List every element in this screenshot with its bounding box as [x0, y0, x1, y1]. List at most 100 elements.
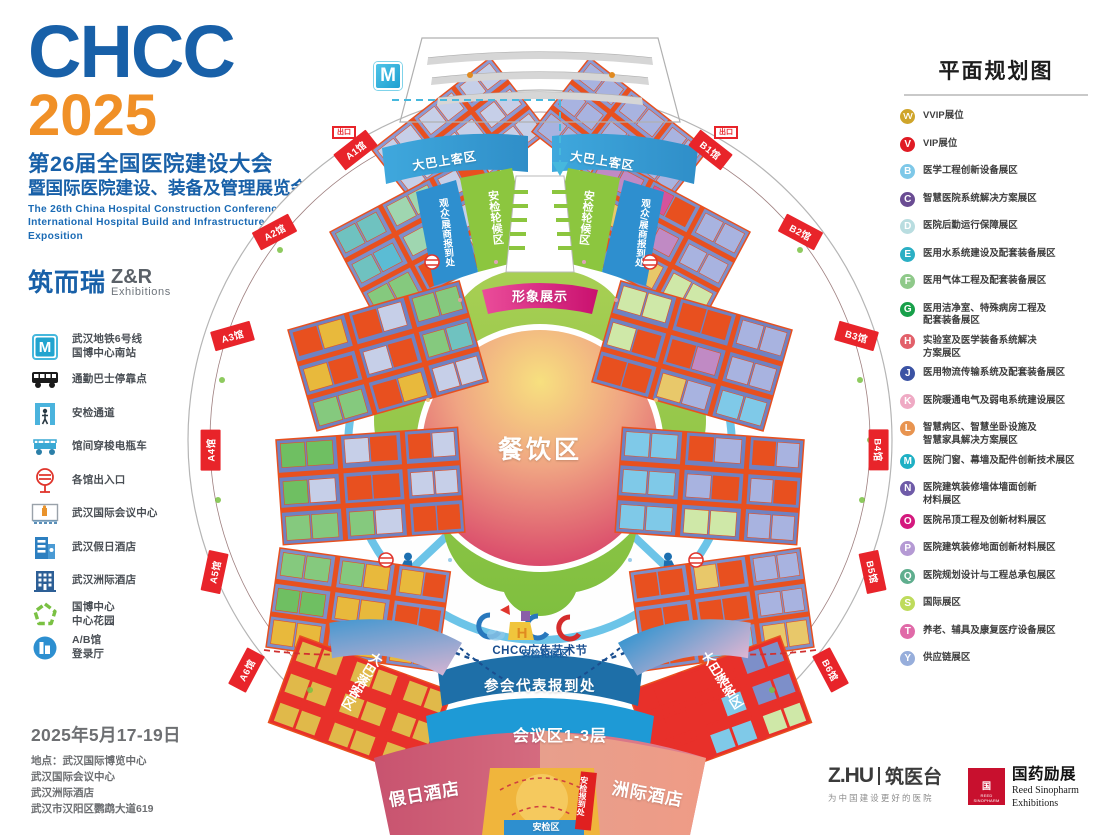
legend-zone-label: 医用气体工程及配套装备展区 [923, 274, 1047, 285]
brand-conference-name-cn: 第26届全国医院建设大会 [28, 152, 273, 177]
legend-zone-label: 医院规划设计与工程总承包展区 [923, 568, 1056, 580]
zr-logo-en: Exhibitions [111, 286, 171, 299]
legend-badge-y: Y [900, 651, 915, 667]
security-gate-icon [28, 399, 62, 429]
legend-badge-q: Q [900, 568, 915, 584]
legend-zone-label: 医用物流传输系统及配套装备展区 [923, 366, 1066, 378]
svg-text:H: H [517, 625, 528, 642]
metro-icon: M [28, 332, 62, 362]
brand-expo-name-en: International Hospital Build and Infrast… [28, 217, 265, 242]
shuttle-cart-icon [28, 432, 62, 462]
image-display-label: 形象展示 [511, 289, 568, 304]
registration-desk-label: 参会代表报到处 [484, 679, 596, 695]
legend-item-registration-hall[interactable]: A/B馆 登录厅 [28, 632, 258, 666]
legend-zone-label: VVIP展位 [923, 109, 964, 120]
legend-badge-n: N [900, 481, 915, 497]
legend-badge-l: L [900, 421, 915, 437]
exit-sign-right: 出口 [714, 126, 738, 140]
registration-hall-icon [28, 633, 62, 663]
plan-legend-item-f[interactable]: F 医用气体工程及配套装备展区 [900, 273, 1092, 295]
event-address: 地点：武汉国际博览中心 武汉国际会议中心 武汉洲际酒店 武汉市汉阳区鹦鹉大道61… [31, 755, 154, 816]
legend-zone-label: 养老、辅具及康复医疗设备展区 [923, 623, 1056, 635]
legend-label: 武汉地铁6号线 国博中心南站 [72, 332, 143, 359]
legend-item-bus[interactable]: 通勤巴士停靠点 [28, 364, 258, 398]
hall-tag-b4[interactable]: B4馆 [868, 429, 889, 471]
reed-mark-sub: REED SINOPHARM [973, 792, 1000, 803]
plan-legend-item-e[interactable]: E 医用水系统建设及配套装备展区 [900, 246, 1092, 268]
reed-mark-icon: 国 REED SINOPHARM [968, 767, 1006, 805]
zhuyitai-logo[interactable]: Z.HU 筑医台 为中国建设更好的医院 [828, 762, 942, 804]
legend-item-garden[interactable]: 国博中心 中心花园 [28, 598, 258, 632]
plan-legend-item-g[interactable]: G 医用洁净室、特殊病房工程及 配套装备展区 [900, 301, 1092, 328]
legend-label: 武汉假日酒店 [72, 540, 137, 553]
plan-legend-item-d[interactable]: D 医院后勤运行保障展区 [900, 218, 1092, 240]
security-zone-label: 安检区 [532, 822, 560, 832]
legend-zone-label: 医院建筑装修地面创新材料展区 [923, 541, 1056, 553]
legend-label: 武汉国际会议中心 [72, 507, 158, 520]
legend-item-entrance[interactable]: 各馆出入口 [28, 464, 258, 498]
legend-zone-label: 医院门窗、幕墙及配件创新技术展区 [923, 453, 1075, 465]
entrance-icon [28, 466, 62, 496]
legend-label: 武汉洲际酒店 [72, 574, 137, 587]
reed-mark-cn: 国 [982, 780, 992, 791]
plan-legend-item-c[interactable]: C 智慧医院系统解决方案展区 [900, 191, 1092, 213]
plan-legend-item-b[interactable]: B 医学工程创新设备展区 [900, 163, 1092, 185]
bus-icon [28, 365, 62, 395]
legend-item-conference-center[interactable]: 武汉国际会议中心 [28, 498, 258, 532]
exit-sign-left: 出口 [332, 126, 356, 140]
hall-tag-a4[interactable]: A4馆 [200, 429, 221, 471]
legend-item-security-gate[interactable]: 安检通道 [28, 397, 258, 431]
legend-badge-h: H [900, 333, 915, 349]
legend-item-metro[interactable]: M 武汉地铁6号线 国博中心南站 [28, 330, 258, 364]
sponsor-logos: Z.HU 筑医台 为中国建设更好的医院 国 REED SINOPHARM 国药励… [828, 762, 1079, 810]
zhuyitai-slogan: 为中国建设更好的医院 [828, 793, 934, 803]
plan-legend-item-h[interactable]: H 实验室及医学装备系统解决 方案展区 [900, 333, 1092, 360]
plan-legend-title: 平面规划图 [938, 60, 1054, 83]
event-info: 2025年5月17-19日 地点：武汉国际博览中心 武汉国际会议中心 武汉洲际酒… [31, 722, 181, 817]
plan-legend-item-m[interactable]: M 医院门窗、幕墙及配件创新技术展区 [900, 453, 1092, 475]
plan-legend-item-j[interactable]: J 医用物流传输系统及配套装备展区 [900, 365, 1092, 387]
legend-badge-f: F [900, 274, 915, 289]
metro-station-badge[interactable]: M [374, 62, 402, 90]
plan-legend-item-vv[interactable]: VV VVIP展位 [900, 108, 1092, 130]
reed-sinopharm-logo[interactable]: 国 REED SINOPHARM 国药励展 Reed Sinopharm Exh… [968, 762, 1079, 810]
legend-zone-label: VIP展位 [923, 136, 958, 148]
legend-badge-p: P [900, 541, 915, 557]
legend-zone-label: 医院建筑装修墙体墙面创新 材料展区 [923, 481, 1037, 506]
legend-badge-d: D [900, 219, 915, 234]
zr-logo-abbr: Z&R [111, 266, 153, 289]
event-date: 2025年5月17-19日 [31, 725, 181, 745]
venue-floor-plan[interactable]: H [160, 0, 920, 835]
brand-conference-name-en: The 26th China Hospital Construction Con… [28, 203, 284, 215]
legend-badge-v: V [900, 136, 915, 152]
legend-item-holiday-hotel[interactable]: 武汉假日酒店 [28, 531, 258, 565]
garden-icon [28, 600, 62, 630]
plan-legend-item-s[interactable]: S 国际展区 [900, 595, 1092, 617]
plan-legend-item-v[interactable]: V VIP展位 [900, 136, 1092, 158]
plan-legend-rows: VV VVIP展位 V VIP展位 B 医学工程创新设备展区 C 智慧医院系统解决方案展区 D 医… [900, 108, 1092, 672]
legend-badge-o: O [900, 513, 915, 529]
legend-label: 通勤巴士停靠点 [72, 373, 147, 386]
plan-legend-item-y[interactable]: Y 供应链展区 [900, 650, 1092, 672]
plan-legend-item-n[interactable]: N 医院建筑装修墙体墙面创新 材料展区 [900, 480, 1092, 507]
plan-legend-item-p[interactable]: P 医院建筑装修地面创新材料展区 [900, 540, 1092, 562]
legend-badge-c: C [900, 191, 915, 207]
legend-item-intercontinental-hotel[interactable]: 武汉洲际酒店 [28, 565, 258, 599]
plan-legend-item-o[interactable]: O 医院吊顶工程及创新材料展区 [900, 513, 1092, 535]
legend-item-shuttle-cart[interactable]: 馆间穿梭电瓶车 [28, 431, 258, 465]
legend-badge-g: G [900, 301, 915, 317]
dining-area-label: 餐饮区 [497, 436, 582, 464]
legend-badge-vv: VV [900, 109, 915, 124]
legend-zone-label: 国际展区 [923, 596, 961, 608]
brand-chcc-title: CHCC [28, 10, 236, 93]
plan-legend-item-l[interactable]: L 智慧病区、智慧坐卧设施及 智慧家具解决方案展区 [900, 420, 1092, 447]
plan-legend-item-t[interactable]: T 养老、辅具及康复医疗设备展区 [900, 623, 1092, 645]
reed-name-cn: 国药励展 [1012, 766, 1077, 783]
plan-legend-item-q[interactable]: Q 医院规划设计与工程总承包展区 [900, 568, 1092, 590]
zr-logo: 筑而瑞 Z&R Exhibitions [28, 263, 318, 299]
legend-label: 馆间穿梭电瓶车 [72, 440, 147, 453]
legend-zone-label: 医院后勤运行保障展区 [923, 219, 1018, 230]
plan-legend-item-k[interactable]: K 医院暖通电气及弱电系统建设展区 [900, 393, 1092, 415]
plan-legend-divider [904, 94, 1088, 96]
legend-label: 国博中心 中心花园 [72, 600, 115, 627]
